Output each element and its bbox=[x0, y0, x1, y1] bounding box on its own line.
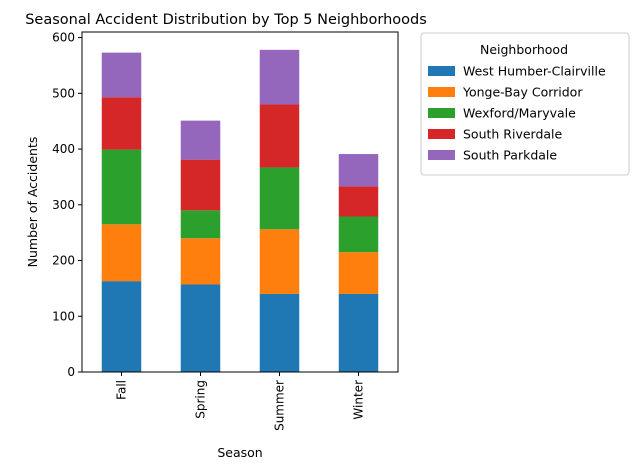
bar-summer-yonge-bay-corridor bbox=[259, 229, 300, 294]
bar-winter-wexford-maryvale bbox=[338, 216, 379, 253]
bars-layer bbox=[101, 49, 379, 372]
bar-fall-south-riverdale bbox=[101, 97, 142, 150]
legend-items: West Humber-Clairville Yonge-Bay Corridor… bbox=[428, 64, 606, 163]
bar-fall-yonge-bay-corridor bbox=[101, 224, 142, 282]
legend-label-wexford-maryvale: Wexford/Maryvale bbox=[463, 106, 576, 121]
x-tick-label-winter: Winter bbox=[352, 380, 366, 420]
legend: Neighborhood West Humber-Clairville Yonge… bbox=[420, 32, 630, 176]
bar-spring-south-parkdale bbox=[180, 120, 221, 160]
legend-swatch-wexford-maryvale bbox=[428, 108, 455, 118]
bar-winter-south-parkdale bbox=[338, 154, 379, 187]
bar-winter-west-humber-clairville bbox=[338, 293, 379, 372]
y-axis: 0 100 200 300 400 500 600 bbox=[52, 31, 82, 379]
chart-title: Seasonal Accident Distribution by Top 5 … bbox=[25, 12, 427, 28]
legend-swatch-south-riverdale bbox=[428, 129, 455, 139]
y-tick-label: 0 bbox=[67, 365, 75, 379]
legend-label-south-riverdale: South Riverdale bbox=[463, 127, 563, 142]
bar-spring-wexford-maryvale bbox=[180, 210, 221, 239]
x-axis-label: Season bbox=[217, 445, 262, 460]
legend-swatch-yonge-bay-corridor bbox=[428, 87, 455, 97]
y-tick-label: 100 bbox=[52, 309, 75, 323]
bar-spring-yonge-bay-corridor bbox=[180, 238, 221, 285]
bar-summer-south-parkdale bbox=[259, 49, 300, 105]
bar-spring-west-humber-clairville bbox=[180, 284, 221, 372]
bar-fall-west-humber-clairville bbox=[101, 281, 142, 372]
y-tick-label: 400 bbox=[52, 142, 75, 156]
y-tick-label: 300 bbox=[52, 198, 75, 212]
bar-fall-wexford-maryvale bbox=[101, 149, 142, 225]
bar-winter-south-riverdale bbox=[338, 186, 379, 217]
plot-frame bbox=[81, 31, 399, 373]
x-axis: Fall Spring Summer Winter bbox=[115, 372, 366, 431]
bar-summer-wexford-maryvale bbox=[259, 167, 300, 230]
legend-box bbox=[420, 32, 630, 176]
y-axis-label: Number of Accidents bbox=[25, 137, 40, 268]
legend-swatch-west-humber-clairville bbox=[428, 66, 455, 76]
bar-fall-south-parkdale bbox=[101, 52, 142, 98]
legend-swatch-south-parkdale bbox=[428, 150, 455, 160]
bar-winter-yonge-bay-corridor bbox=[338, 252, 379, 294]
y-tick-label: 600 bbox=[52, 31, 75, 45]
legend-label-yonge-bay-corridor: Yonge-Bay Corridor bbox=[462, 85, 583, 100]
legend-label-south-parkdale: South Parkdale bbox=[463, 148, 557, 163]
legend-label-west-humber-clairville: West Humber-Clairville bbox=[463, 64, 606, 79]
x-tick-label-fall: Fall bbox=[115, 380, 129, 400]
bar-summer-south-riverdale bbox=[259, 104, 300, 168]
legend-title: Neighborhood bbox=[480, 42, 568, 57]
bar-summer-west-humber-clairville bbox=[259, 293, 300, 372]
bar-spring-south-riverdale bbox=[180, 159, 221, 211]
y-tick-label: 200 bbox=[52, 254, 75, 268]
y-tick-label: 500 bbox=[52, 86, 75, 100]
x-tick-label-summer: Summer bbox=[273, 380, 287, 431]
x-tick-label-spring: Spring bbox=[194, 380, 208, 419]
